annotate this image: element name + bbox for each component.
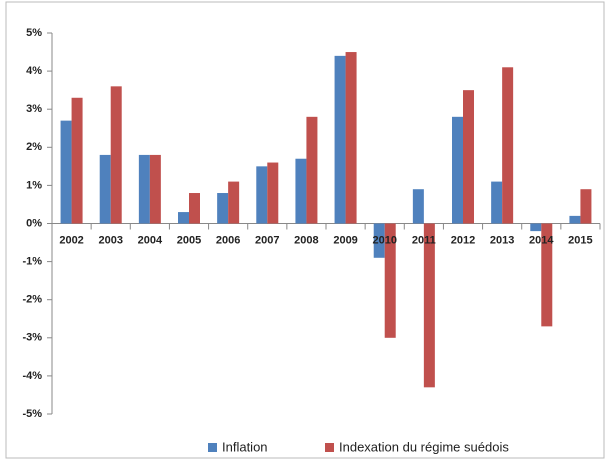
x-tick-label: 2009 xyxy=(333,234,357,246)
y-tick-label: -2% xyxy=(22,294,42,306)
legend-label: Indexation du régime suédois xyxy=(339,439,509,454)
bar xyxy=(334,55,346,224)
bar xyxy=(99,154,111,224)
x-tick-label: 2004 xyxy=(138,234,163,246)
bar xyxy=(502,67,514,224)
bar xyxy=(373,223,385,258)
x-tick-label: 2005 xyxy=(177,234,201,246)
x-tick-label: 2008 xyxy=(294,234,318,246)
y-tick-label: 5% xyxy=(26,27,42,39)
legend-swatch xyxy=(208,443,217,452)
y-tick-label: 1% xyxy=(26,179,42,191)
chart-frame xyxy=(5,1,605,459)
y-tick-label: -5% xyxy=(22,408,42,420)
x-tick-label: 2012 xyxy=(451,234,475,246)
bar xyxy=(306,116,318,224)
x-tick-label: 2006 xyxy=(216,234,240,246)
y-tick-label: -1% xyxy=(22,256,42,268)
bar xyxy=(452,116,463,224)
bar xyxy=(541,223,553,327)
x-tick-label: 2002 xyxy=(59,234,83,246)
bar xyxy=(267,162,279,224)
bar xyxy=(412,189,424,224)
bar xyxy=(384,223,396,338)
bar xyxy=(569,215,581,224)
bar xyxy=(189,193,200,224)
bar xyxy=(530,223,542,232)
x-tick-label: 2014 xyxy=(529,234,554,246)
bar xyxy=(149,154,161,224)
y-tick-label: -4% xyxy=(22,370,42,382)
x-tick-label: 2010 xyxy=(372,234,396,246)
y-tick-label: -3% xyxy=(22,332,42,344)
legend-label: Inflation xyxy=(222,439,268,454)
bar xyxy=(345,52,357,224)
bar xyxy=(178,212,189,224)
bar xyxy=(60,120,72,224)
bar xyxy=(491,181,503,224)
x-tick-label: 2011 xyxy=(412,234,436,246)
bar xyxy=(295,158,307,224)
bar xyxy=(256,166,268,224)
bar xyxy=(138,154,150,224)
y-tick-label: 2% xyxy=(26,141,42,153)
y-tick-label: 0% xyxy=(26,217,42,229)
bar xyxy=(580,189,592,224)
x-tick-label: 2003 xyxy=(98,234,122,246)
y-tick-label: 4% xyxy=(26,65,42,77)
y-tick-label: 3% xyxy=(26,103,42,115)
bar xyxy=(217,193,229,224)
bar xyxy=(71,97,83,224)
bar xyxy=(423,223,435,388)
x-tick-label: 2015 xyxy=(568,234,592,246)
legend: Inflation Indexation du régime suédois xyxy=(208,439,509,454)
bar xyxy=(463,90,474,224)
legend-swatch xyxy=(325,443,334,452)
x-tick-label: 2013 xyxy=(490,234,514,246)
x-tick-label: 2007 xyxy=(255,234,279,246)
bar xyxy=(228,181,240,224)
bar xyxy=(110,86,122,224)
